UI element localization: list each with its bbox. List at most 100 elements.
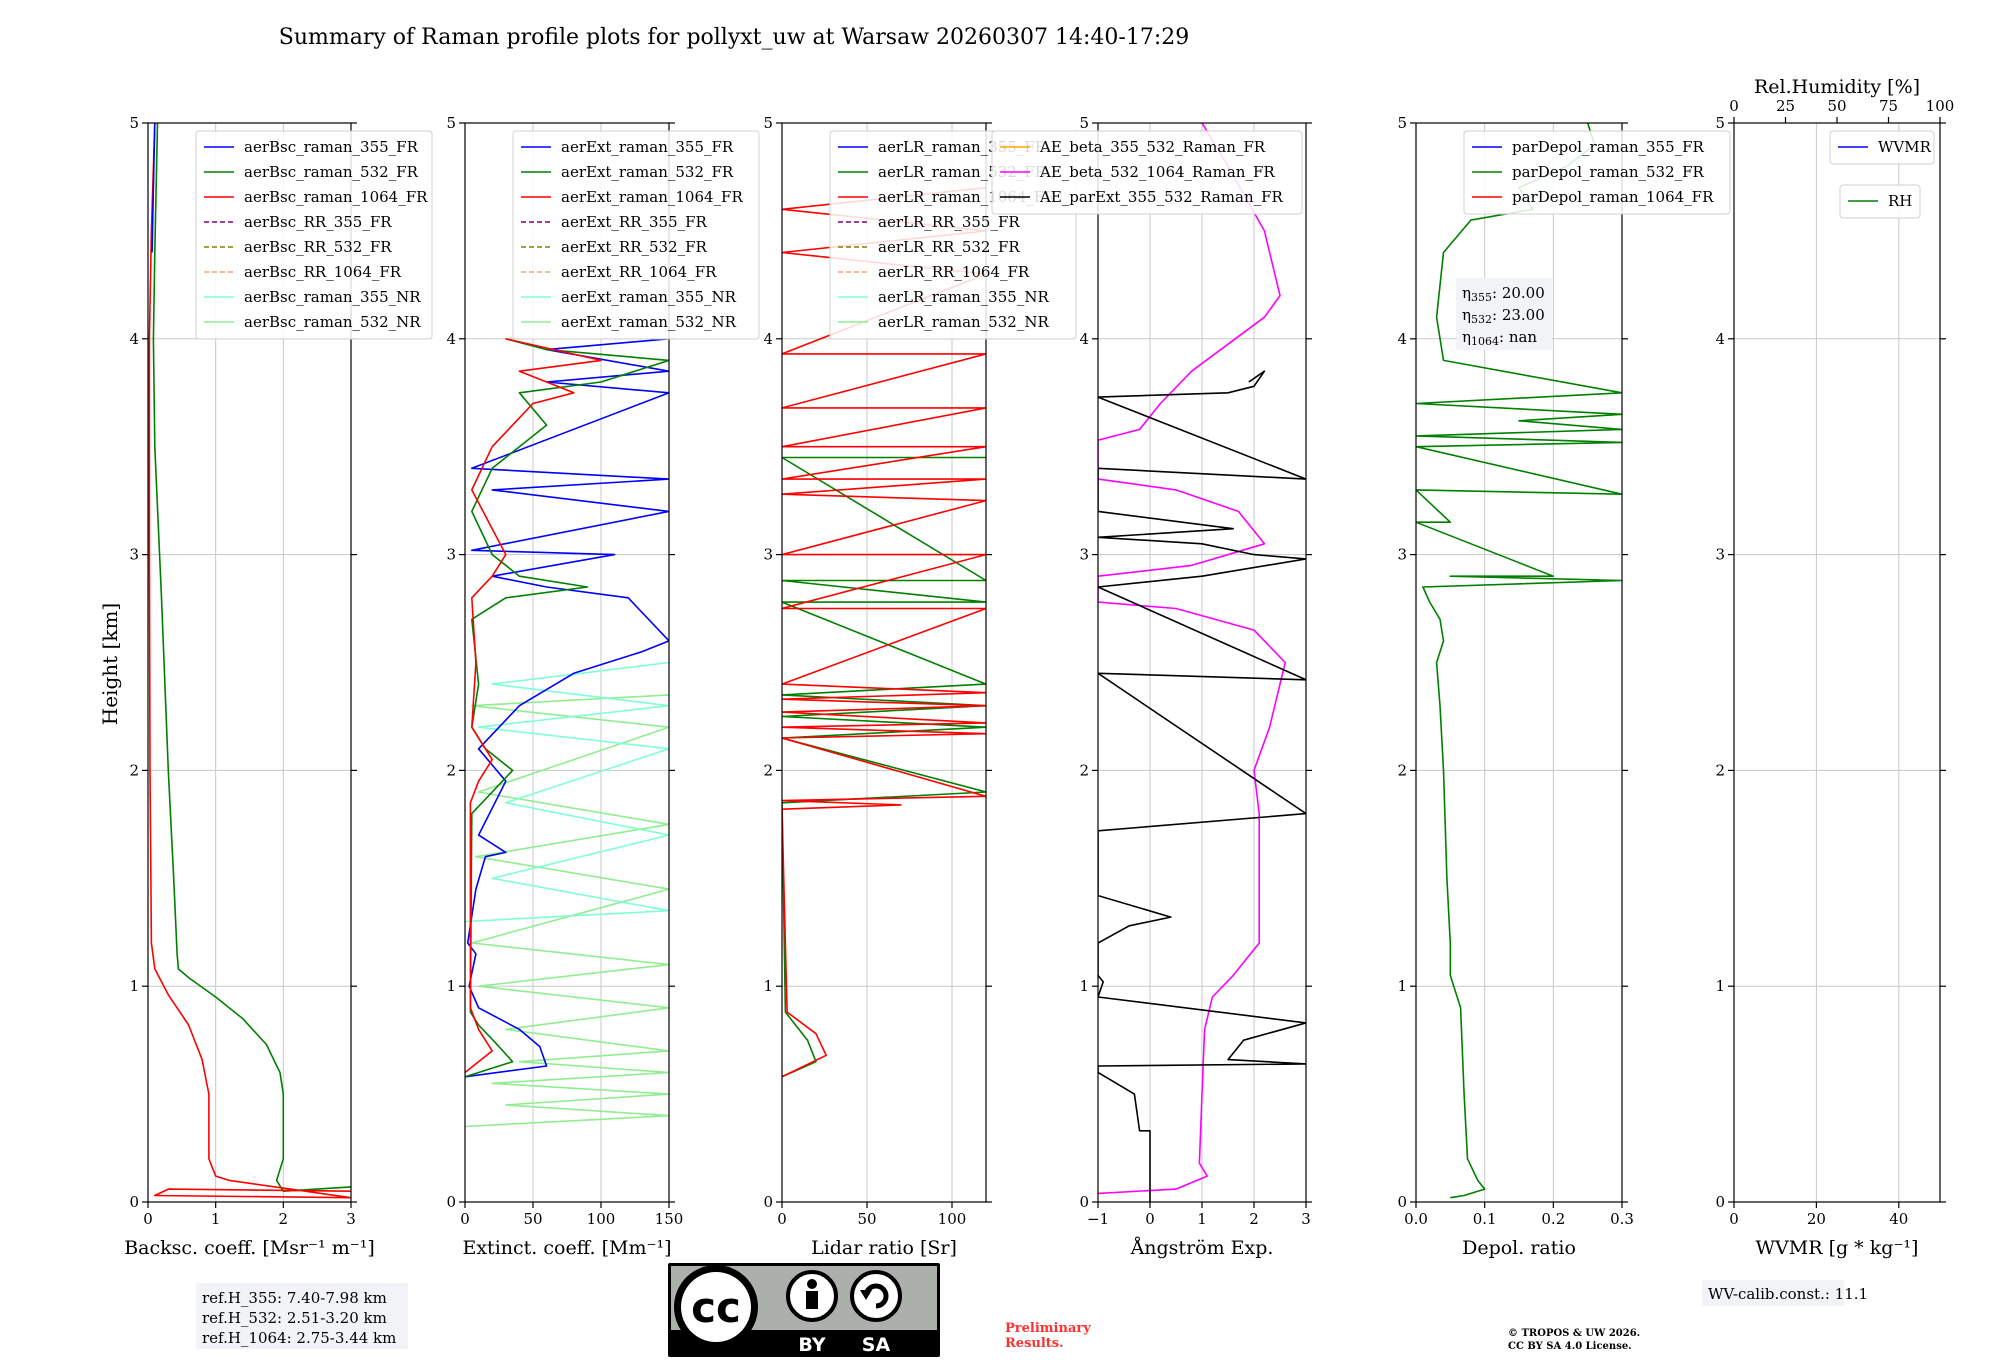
cc-circle-icon xyxy=(681,1272,751,1342)
legend-label: aerBsc_raman_355_FR xyxy=(244,138,419,156)
series-group xyxy=(782,186,986,1078)
series-line-aerLR_raman_532_FR xyxy=(782,456,986,1078)
legend: aerBsc_raman_355_FR aerBsc_raman_532_FRae… xyxy=(195,130,433,340)
legend: AE_beta_355_532_Raman_FR AE_beta_532_1064… xyxy=(991,130,1303,215)
x-tick-label: 100 xyxy=(938,1210,967,1228)
legend-label: aerLR_RR_355_FR xyxy=(878,213,1020,231)
legend-box xyxy=(991,130,1303,215)
y-tick-label: 5 xyxy=(129,114,139,132)
y-tick-label: 1 xyxy=(1397,977,1407,995)
ref-height-box: ref.H_355: 7.40-7.98 km ref.H_532: 2.51-… xyxy=(196,1283,408,1349)
axes-frame xyxy=(1733,122,1941,1203)
series-line-parDepol_raman_532_FR xyxy=(1416,123,1622,1199)
legend-label: RH xyxy=(1888,192,1912,210)
legend-box xyxy=(195,130,433,340)
series-line-AE_parExt_355_532_Raman_FR xyxy=(1098,370,1306,1202)
x-axis-label: Extinct. coeff. [Mm⁻¹] xyxy=(462,1237,671,1259)
legend-box xyxy=(1839,184,1921,219)
legend-label: aerBsc_RR_532_FR xyxy=(244,238,392,256)
x-tick-label: 2 xyxy=(1249,1210,1259,1228)
preliminary-line2: Results. xyxy=(1005,1336,1064,1351)
eta-symbol: η xyxy=(1462,328,1471,346)
x-tick-label: 0 xyxy=(1729,1210,1739,1228)
series-line-aerBsc_raman_532_FR xyxy=(152,123,351,1192)
legend-label: AE_beta_355_532_Raman_FR xyxy=(1039,138,1266,156)
y-tick-label: 1 xyxy=(129,977,139,995)
y-tick-label: 5 xyxy=(1397,114,1407,132)
y-tick-label: 0 xyxy=(763,1193,773,1211)
x-axis-label: Ångström Exp. xyxy=(1130,1237,1274,1259)
y-tick-label: 0 xyxy=(1079,1193,1089,1211)
chart-panel-3: 0 50 100 0 1 2 3 4 5 Lidar ratio [Sr] aerLR_raman_… xyxy=(763,114,1077,1259)
legend-label: aerLR_raman_532_NR xyxy=(878,313,1049,331)
axes-frame xyxy=(147,122,352,1203)
eta-value: : 23.00 xyxy=(1492,306,1545,324)
y-axis-label: Height [km] xyxy=(98,603,122,725)
legend-label: aerExt_RR_355_FR xyxy=(561,213,708,231)
y-tick-label: 4 xyxy=(1715,330,1725,348)
preliminary-line1: Preliminary xyxy=(1005,1321,1091,1336)
series-line-aerLR_raman_1064_FR xyxy=(782,186,986,1078)
legend-label: aerExt_raman_1064_FR xyxy=(561,188,743,206)
y-tick-label: 2 xyxy=(1715,761,1725,779)
legend-label: aerBsc_raman_355_NR xyxy=(244,288,421,306)
legend-label: aerBsc_raman_532_NR xyxy=(244,313,421,331)
top-x-tick-label: 50 xyxy=(1827,97,1846,115)
legend-box xyxy=(1463,130,1731,215)
legend-label: aerExt_raman_355_FR xyxy=(561,138,734,156)
chart-panel-1: 0 1 2 3 0 1 2 3 4 5 Backsc. coeff. [Msr⁻¹ m⁻¹] aerB… xyxy=(124,114,433,1259)
wv-calib-text: WV-calib.const.: 11.1 xyxy=(1708,1285,1868,1303)
x-tick-label: 0 xyxy=(777,1210,787,1228)
top-x-axis-label: Rel.Humidity [%] xyxy=(1754,76,1920,98)
ref-height-box-bg xyxy=(196,1283,408,1349)
x-tick-label: −1 xyxy=(1087,1210,1109,1228)
series-line-AE_beta_532_1064_Raman_FR xyxy=(1098,123,1286,1195)
y-tick-label: 4 xyxy=(763,330,773,348)
y-tick-label: 4 xyxy=(129,330,139,348)
legend-box xyxy=(1829,130,1935,165)
legend: parDepol_raman_355_FR parDepol_raman_532_… xyxy=(1463,130,1731,215)
legend-label: aerLR_raman_355_NR xyxy=(878,288,1049,306)
legend-label: parDepol_raman_355_FR xyxy=(1512,138,1705,156)
series-group xyxy=(148,123,351,1199)
x-tick-label: 50 xyxy=(857,1210,876,1228)
x-tick-label: 1 xyxy=(211,1210,221,1228)
legend-label: WVMR xyxy=(1878,138,1932,156)
eta-symbol: η xyxy=(1462,284,1471,302)
top-x-tick-label: 25 xyxy=(1776,97,1795,115)
chart-panel-5: 0.0 0.1 0.2 0.3 0 1 2 3 4 5 Depol. ratio parDepol_r… xyxy=(1397,114,1731,1259)
y-tick-label: 2 xyxy=(1079,761,1089,779)
wv-calib-box-bg xyxy=(1702,1280,1844,1306)
series-group xyxy=(1098,123,1306,1202)
x-tick-label: 20 xyxy=(1807,1210,1826,1228)
series-line-aerBsc_raman_355_FR xyxy=(151,123,156,253)
legend-label: aerExt_raman_532_NR xyxy=(561,313,737,331)
series-line-aerExt_raman_355_NR xyxy=(465,661,669,923)
y-tick-label: 4 xyxy=(1397,330,1407,348)
legend-label: AE_parExt_355_532_Raman_FR xyxy=(1039,188,1284,206)
x-tick-label: 50 xyxy=(523,1210,542,1228)
y-tick-label: 3 xyxy=(1715,546,1725,564)
x-tick-label: 2 xyxy=(279,1210,289,1228)
x-axis-label: WVMR [g * kg⁻¹] xyxy=(1756,1237,1919,1259)
wv-calib-box: WV-calib.const.: 11.1 xyxy=(1702,1280,1868,1306)
x-axis-label: Depol. ratio xyxy=(1462,1237,1576,1259)
top-x-tick-label: 0 xyxy=(1729,97,1739,115)
y-tick-label: 2 xyxy=(446,761,456,779)
legend-label: aerBsc_raman_1064_FR xyxy=(244,188,428,206)
y-tick-label: 2 xyxy=(763,761,773,779)
axes-frame xyxy=(464,122,670,1203)
cc-license-badge: cc BY SA xyxy=(668,1263,940,1357)
ref-height-532: ref.H_532: 2.51-3.20 km xyxy=(202,1309,387,1327)
x-tick-label: 40 xyxy=(1889,1210,1908,1228)
legend-label: parDepol_raman_532_FR xyxy=(1512,163,1705,181)
y-tick-label: 4 xyxy=(1079,330,1089,348)
x-tick-label: 1 xyxy=(1197,1210,1207,1228)
legend: RH xyxy=(1839,184,1921,219)
ref-height-1064: ref.H_1064: 2.75-3.44 km xyxy=(202,1329,396,1347)
x-tick-label: 3 xyxy=(1301,1210,1311,1228)
eta-line-532: η532: 23.00 xyxy=(1462,306,1545,326)
